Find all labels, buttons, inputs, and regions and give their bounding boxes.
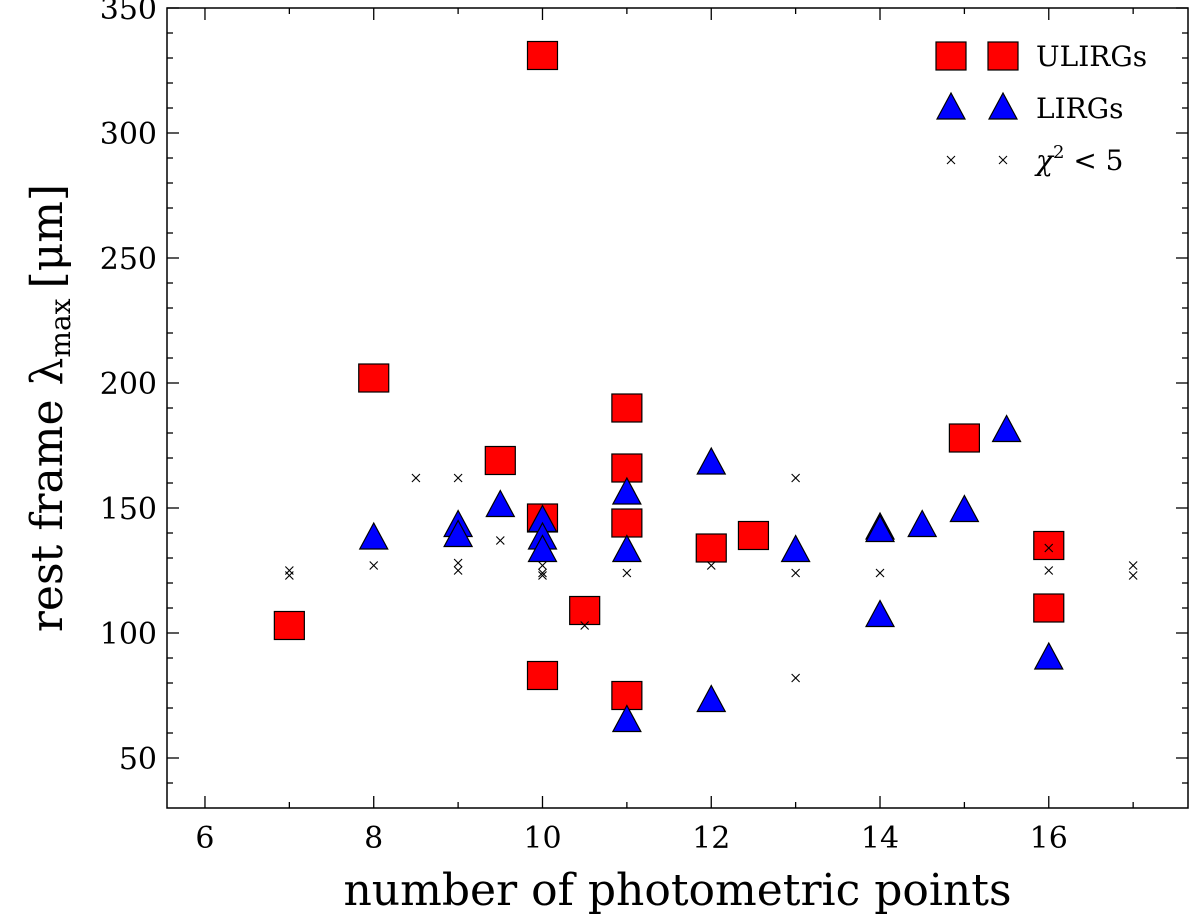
lirg-point [949, 494, 980, 523]
legend-label-chi-rest: < 5 [1064, 144, 1123, 177]
y-tick-label: 300 [100, 117, 157, 152]
y-tick-label: 200 [100, 367, 157, 402]
legend-label-chi-sup: 2 [1053, 142, 1064, 163]
chi2-point [1044, 566, 1054, 575]
ulirg-point [358, 363, 390, 393]
lirg-point [865, 599, 896, 628]
ulirg-point [526, 40, 559, 71]
y-axis-title-subscript: max [44, 298, 77, 357]
ulirg-point [695, 533, 727, 563]
x-tick-label: 12 [692, 821, 730, 856]
lirg-point [1033, 641, 1064, 670]
legend-marker-lirgs [987, 91, 1019, 120]
ulirg-point [1033, 593, 1065, 623]
ulirg-point [737, 520, 770, 551]
ulirg-point [611, 508, 643, 538]
ulirg-point [484, 445, 516, 476]
legend-entry-ulirgs: ULIRGs [935, 40, 1147, 73]
chi2-point [538, 568, 547, 578]
chi2-point [791, 673, 801, 683]
ulirg-point [948, 423, 980, 453]
lirg-point [485, 489, 516, 518]
legend-marker-chi2 [946, 155, 956, 165]
plot-marks [273, 40, 1138, 733]
lirg-point [696, 684, 727, 713]
lirg-point [611, 534, 642, 563]
y-tick-label: 250 [100, 242, 157, 277]
lirg-point [358, 521, 389, 550]
chi2-point [495, 536, 505, 545]
legend-marker-chi2 [998, 155, 1008, 165]
chi2-point [706, 561, 716, 570]
ulirg-point [273, 610, 305, 641]
chi2-point [1128, 571, 1138, 580]
lirg-point [991, 414, 1022, 443]
lirg-point [443, 519, 474, 548]
ulirg-point [569, 595, 601, 626]
y-tick-label: 50 [119, 742, 157, 777]
y-tick-label: 100 [100, 617, 157, 652]
chi2-point [1128, 561, 1138, 570]
legend-label-lirgs: LIRGs [1036, 92, 1123, 125]
x-axis-title: number of photometric points [343, 865, 1011, 916]
legend-label-chi: χ [1034, 144, 1055, 177]
chi2-point [1044, 543, 1054, 553]
axis-ticks: 6 8 10 12 14 16 50 100 150 200 250 300 350 [100, 0, 1188, 856]
legend-marker-ulirgs [987, 41, 1019, 71]
chi2-point [538, 561, 547, 570]
chi2-point [369, 561, 379, 570]
lirg-point [527, 534, 558, 563]
lirg-point [907, 509, 938, 538]
lirg-point [611, 476, 642, 505]
lirg-point [611, 704, 642, 733]
x-tick-label: 14 [861, 821, 899, 856]
chi2-point [580, 621, 590, 630]
legend-label-ulirgs: ULIRGs [1036, 40, 1147, 73]
y-tick-label: 350 [100, 0, 157, 27]
x-tick-label: 16 [1030, 821, 1068, 856]
lirg-point [865, 514, 896, 543]
chi2-point [791, 473, 801, 483]
legend-label-chi2: χ2 < 5 [1034, 142, 1124, 177]
plot-frame [166, 7, 1189, 809]
y-axis-title-unit: [μm] [22, 184, 73, 289]
chi2-point [622, 568, 632, 578]
lirg-point [696, 446, 727, 475]
legend: ULIRGs LIRGs χ2 < 5 [935, 40, 1147, 177]
y-tick-label: 150 [100, 492, 157, 527]
legend-entry-lirgs: LIRGs [935, 91, 1123, 125]
y-axis-title: rest frame λmax [μm] [22, 184, 77, 632]
x-tick-label: 10 [523, 821, 561, 856]
chi2-point [453, 473, 463, 483]
chi2-point [875, 568, 885, 578]
x-tick-label: 8 [364, 821, 383, 856]
chi2-point [453, 558, 463, 568]
chi2-point [411, 473, 421, 483]
ulirg-point [1033, 530, 1065, 561]
ulirg-point [526, 660, 559, 691]
legend-marker-ulirgs [935, 41, 967, 71]
legend-entry-chi2: χ2 < 5 [946, 142, 1124, 177]
chi2-point [538, 571, 547, 580]
chi2-point [284, 571, 294, 580]
ulirg-point [611, 393, 643, 423]
y-axis-title-main: rest frame λ [22, 358, 73, 633]
chi2-point [453, 566, 463, 575]
chi2-point [791, 568, 801, 578]
x-tick-label: 6 [195, 821, 214, 856]
legend-marker-lirgs [935, 91, 967, 120]
lirg-point [780, 534, 811, 563]
